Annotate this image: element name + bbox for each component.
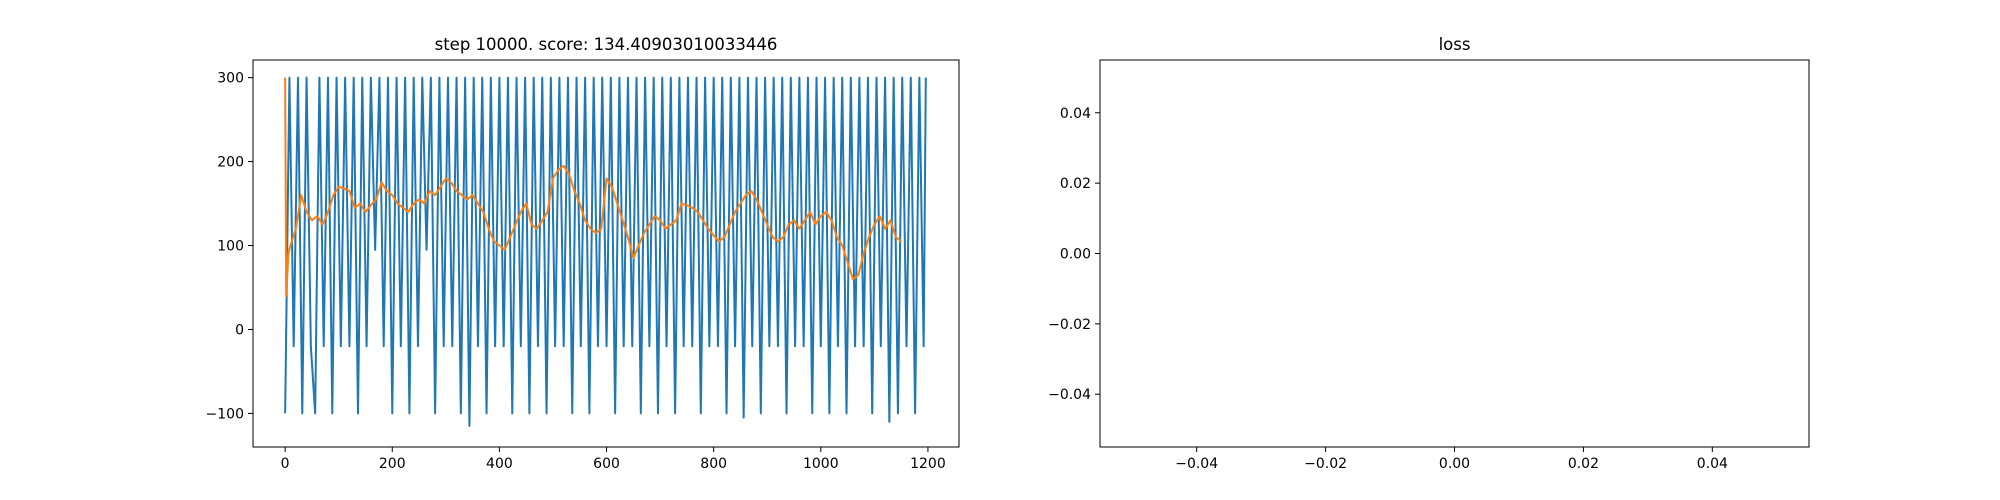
y-tick-label: −0.02 bbox=[1048, 317, 1091, 333]
x-tick-label: 400 bbox=[486, 456, 513, 472]
line-series bbox=[284, 76, 927, 428]
y-tick-label: −100 bbox=[206, 406, 244, 422]
x-tick-label: 600 bbox=[593, 456, 620, 472]
x-tick-label: −0.04 bbox=[1175, 456, 1218, 472]
y-tick-label: 0.00 bbox=[1060, 247, 1091, 263]
y-tick-label: 0.02 bbox=[1060, 176, 1091, 192]
x-tick-label: −0.02 bbox=[1304, 456, 1347, 472]
x-tick-label: 200 bbox=[379, 456, 406, 472]
x-tick-label: 1000 bbox=[803, 456, 839, 472]
y-tick-label: −0.04 bbox=[1048, 387, 1091, 403]
chart-title: loss bbox=[1439, 35, 1471, 54]
y-tick-label: 0.04 bbox=[1060, 106, 1091, 122]
axes-frame bbox=[252, 59, 960, 448]
x-tick-label: 0 bbox=[281, 456, 290, 472]
y-tick-label: 200 bbox=[217, 155, 244, 171]
y-tick-label: 300 bbox=[217, 71, 244, 87]
axes-frame bbox=[1099, 59, 1810, 448]
x-tick-label: 0.04 bbox=[1697, 456, 1728, 472]
chart-title: step 10000. score: 134.40903010033446 bbox=[435, 35, 778, 54]
x-tick-label: 800 bbox=[700, 456, 727, 472]
x-tick-label: 0.00 bbox=[1439, 456, 1470, 472]
x-tick-label: 1200 bbox=[910, 456, 946, 472]
y-tick-label: 100 bbox=[217, 239, 244, 255]
line-series bbox=[284, 77, 902, 297]
x-tick-label: 0.02 bbox=[1568, 456, 1599, 472]
y-tick-label: 0 bbox=[235, 322, 244, 338]
